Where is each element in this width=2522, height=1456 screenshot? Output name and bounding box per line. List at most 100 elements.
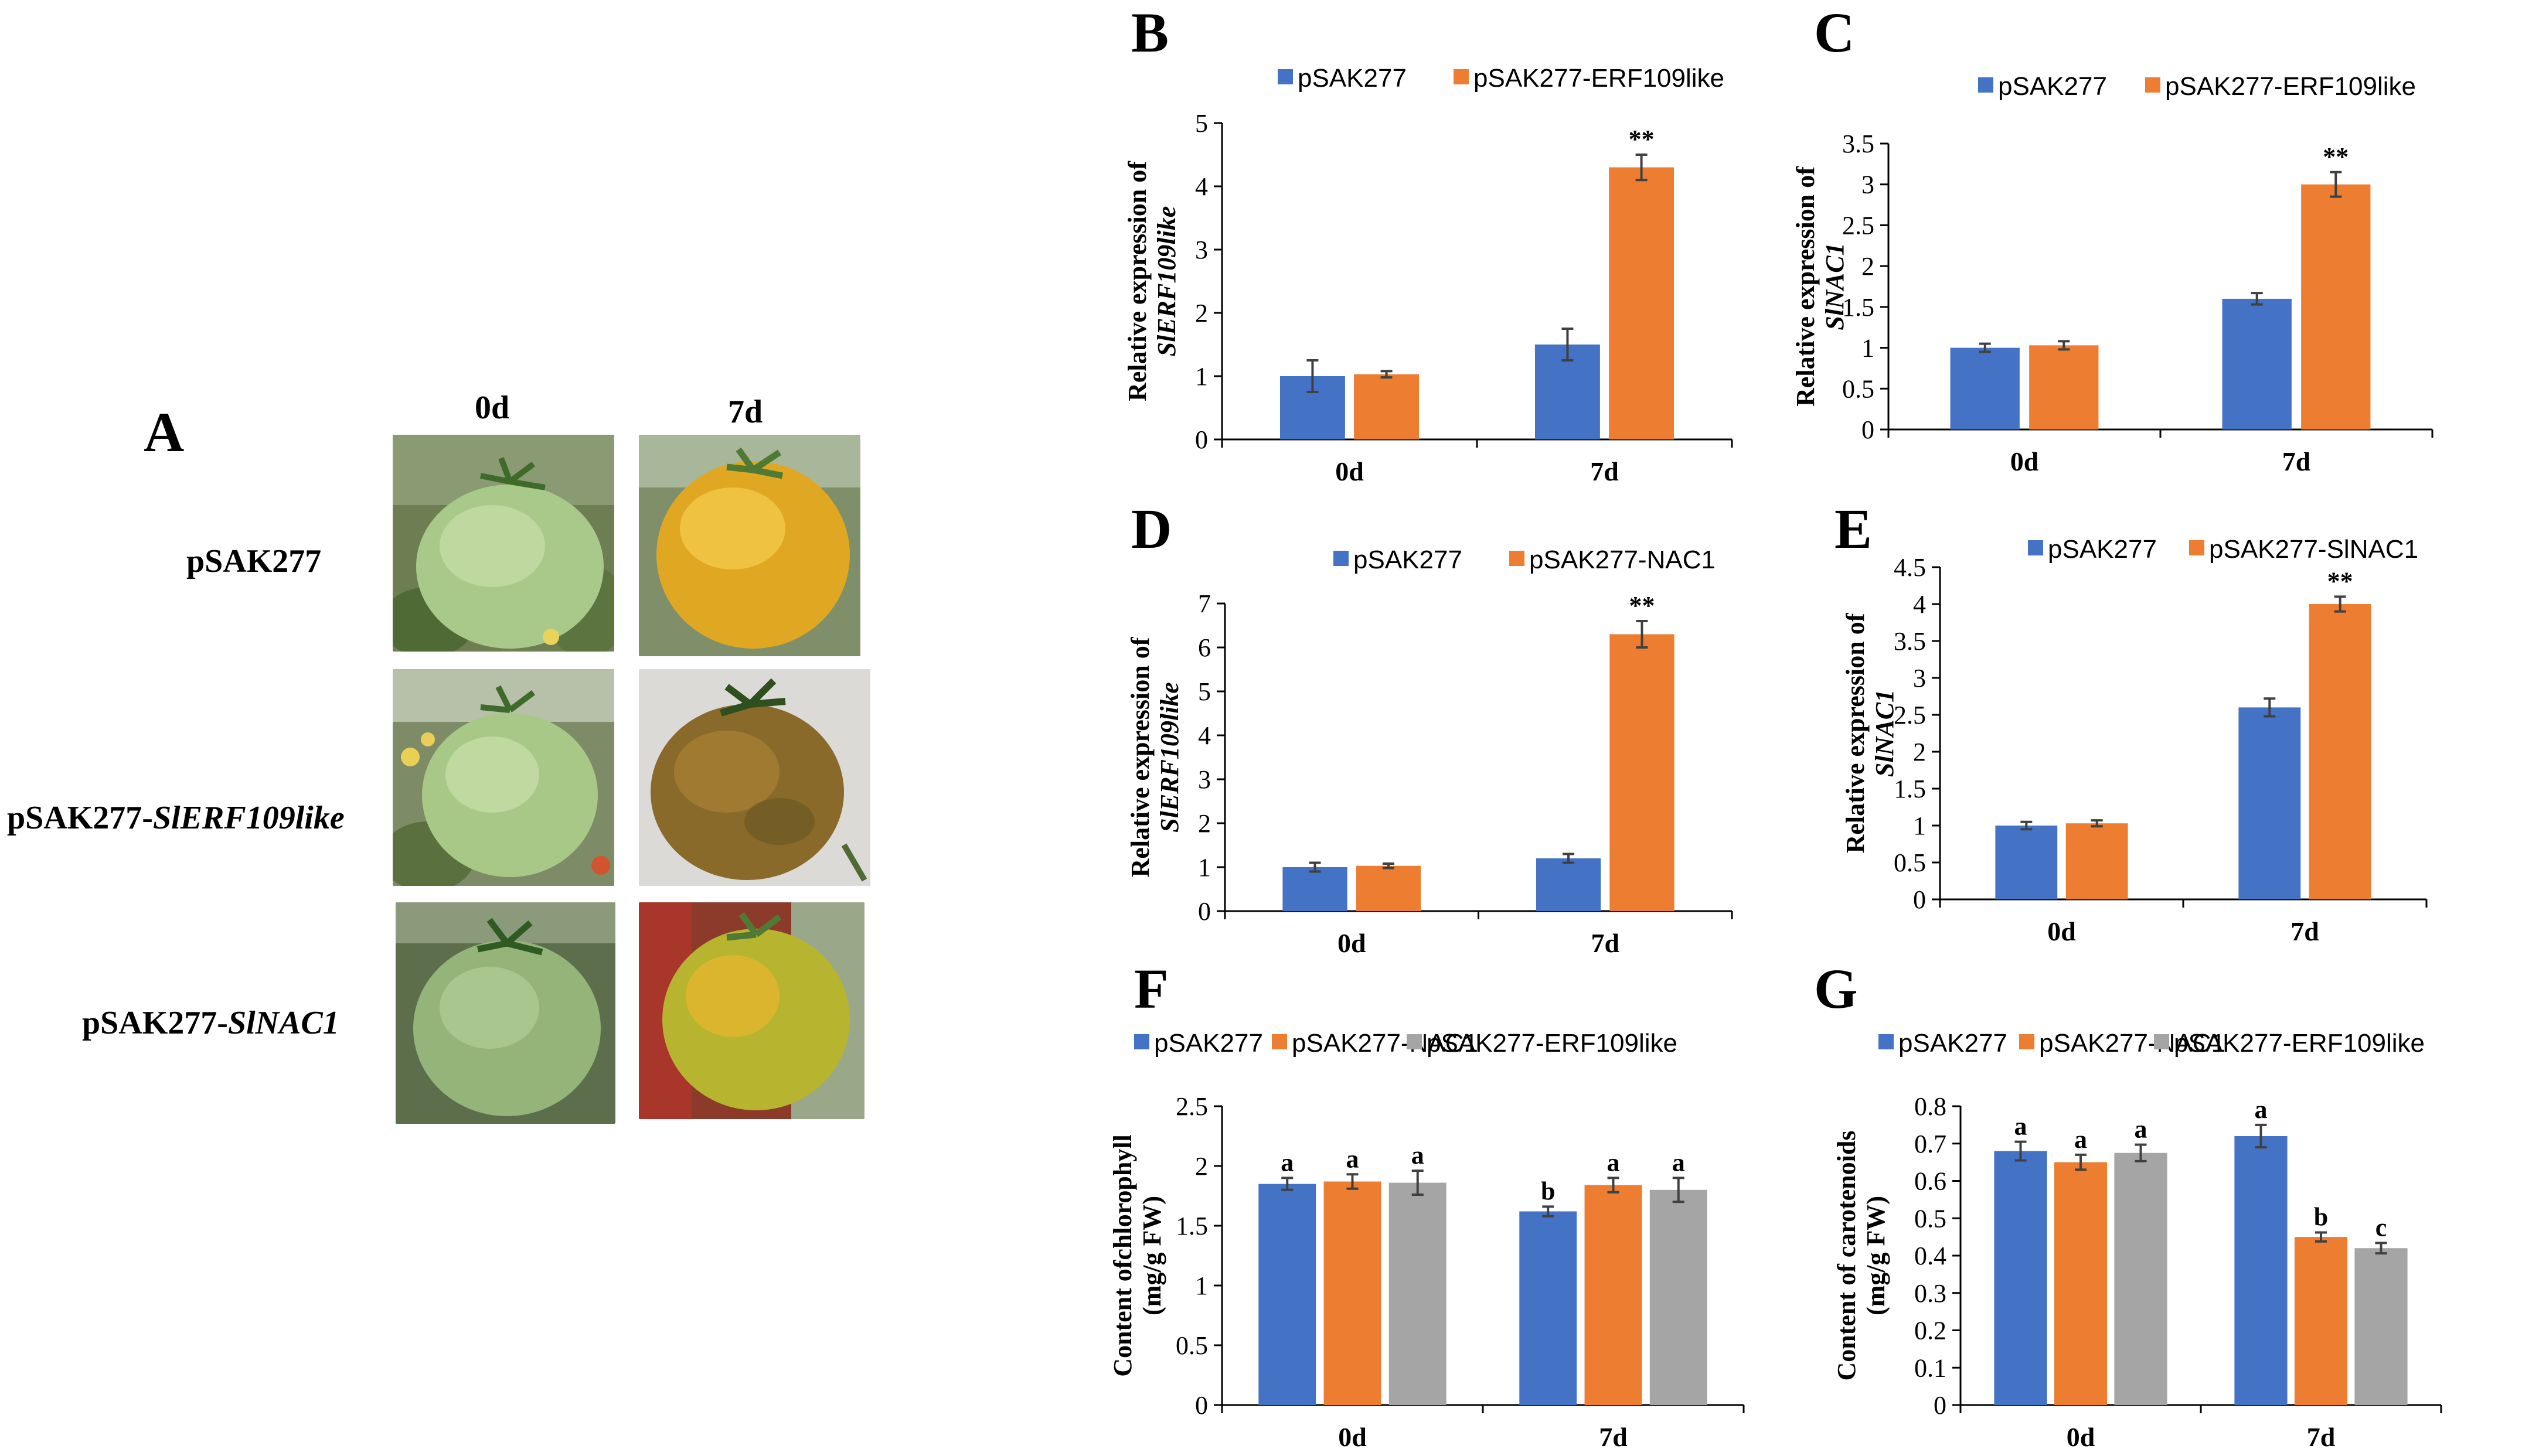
y-tick-label: 4 bbox=[1198, 721, 1211, 750]
y-tick-label: 3 bbox=[1861, 171, 1874, 199]
y-tick-label: 2.5 bbox=[1842, 211, 1874, 240]
legend-label: pSAK277-NAC1 bbox=[1529, 545, 1716, 574]
row-label-prefix: pSAK277- bbox=[7, 800, 153, 836]
legend-label: pSAK277 bbox=[1154, 1029, 1263, 1058]
significance-label: a bbox=[1281, 1148, 1294, 1177]
row-label-prefix: pSAK277 bbox=[186, 543, 322, 579]
x-tick-label: 7d bbox=[2290, 916, 2319, 946]
bar bbox=[2309, 604, 2371, 899]
y-tick-label: 0.2 bbox=[1914, 1317, 1946, 1345]
y-tick-label: 0.5 bbox=[1894, 848, 1926, 877]
significance-label: a bbox=[2255, 1095, 2268, 1124]
significance-label: ** bbox=[1629, 125, 1655, 154]
significance-label: ** bbox=[1629, 591, 1655, 620]
y-axis-label-line1: Relative expression of bbox=[1126, 636, 1155, 877]
bar bbox=[1950, 347, 2020, 429]
y-axis-label-line1: Content of carotenoids bbox=[1832, 1131, 1861, 1381]
legend-swatch bbox=[1134, 1034, 1149, 1049]
photo-erf109like-0d bbox=[393, 669, 614, 886]
photo-nac1-0d bbox=[396, 902, 615, 1124]
bar bbox=[2054, 1162, 2108, 1405]
y-tick-label: 0.5 bbox=[1842, 374, 1874, 403]
y-tick-label: 4.5 bbox=[1894, 553, 1926, 582]
y-tick-label: 0.8 bbox=[1914, 1092, 1946, 1121]
x-tick-label: 7d bbox=[1590, 456, 1619, 486]
x-tick-label: 7d bbox=[2282, 446, 2311, 476]
photo-erf109like-7d bbox=[639, 669, 870, 886]
bar bbox=[2354, 1248, 2408, 1405]
significance-label: a bbox=[1672, 1148, 1685, 1177]
y-tick-label: 0.4 bbox=[1914, 1242, 1946, 1270]
legend-swatch bbox=[1278, 69, 1293, 84]
y-tick-label: 2 bbox=[1861, 252, 1874, 281]
y-tick-label: 1 bbox=[1913, 811, 1926, 840]
panel-g-letter: G bbox=[1814, 957, 1858, 1020]
photo-control-7d bbox=[639, 435, 860, 656]
legend-label: pSAK277-ERF109like bbox=[2174, 1029, 2425, 1058]
y-tick-label: 2 bbox=[1195, 1152, 1208, 1181]
bar bbox=[1994, 1151, 2047, 1405]
legend-label: pSAK277 bbox=[2048, 535, 2157, 564]
y-tick-label: 1 bbox=[1195, 362, 1208, 391]
bar bbox=[2234, 1136, 2288, 1405]
photo-nac1-7d bbox=[639, 902, 865, 1119]
bar bbox=[1282, 867, 1347, 911]
panel-b-letter: B bbox=[1131, 1, 1169, 64]
y-tick-label: 0 bbox=[1861, 415, 1874, 444]
significance-label: ** bbox=[2323, 142, 2349, 171]
legend-label: pSAK277 bbox=[1998, 72, 2107, 101]
panel-e-letter: E bbox=[1835, 497, 1873, 560]
row-label-erf109like: pSAK277-SlERF109like bbox=[7, 802, 345, 834]
y-tick-label: 2.5 bbox=[1176, 1092, 1208, 1121]
row-label-nac1: pSAK277-SlNAC1 bbox=[82, 1007, 339, 1039]
bar bbox=[2114, 1152, 2167, 1405]
panel-a-letter: A bbox=[144, 401, 185, 463]
y-tick-label: 3.5 bbox=[1842, 129, 1874, 158]
y-tick-label: 0.6 bbox=[1914, 1167, 1946, 1196]
significance-label: c bbox=[2375, 1213, 2387, 1242]
x-tick-label: 0d bbox=[2010, 446, 2039, 476]
y-tick-label: 0.7 bbox=[1914, 1130, 1946, 1158]
y-axis-label-line2: SlERF109like bbox=[1152, 206, 1181, 357]
panel-f-letter: F bbox=[1134, 957, 1169, 1020]
bar bbox=[1354, 374, 1420, 439]
legend-label: pSAK277-ERF109like bbox=[1473, 64, 1724, 93]
bar bbox=[2294, 1237, 2348, 1405]
y-tick-label: 4 bbox=[1195, 172, 1208, 201]
y-axis-label-line1: Relative expression of bbox=[1123, 161, 1152, 401]
y-tick-label: 1.5 bbox=[1842, 293, 1874, 322]
y-axis-label-line2: SlNAC1 bbox=[1870, 690, 1899, 777]
y-tick-label: 0 bbox=[1195, 1391, 1208, 1420]
y-axis-label: Content ofchlorophyll (mg/g FW) bbox=[1108, 1134, 1166, 1377]
y-axis-label-line2: SlNAC1 bbox=[1820, 243, 1849, 330]
panel-c-letter: C bbox=[1814, 1, 1855, 64]
y-tick-label: 0.5 bbox=[1176, 1331, 1208, 1360]
y-tick-label: 2 bbox=[1195, 299, 1208, 328]
x-tick-label: 7d bbox=[1599, 1422, 1628, 1452]
legend-swatch bbox=[1454, 69, 1469, 84]
legend-swatch bbox=[2189, 540, 2204, 555]
legend-label: pSAK277-SlNAC1 bbox=[2209, 535, 2418, 564]
y-tick-label: 1 bbox=[1195, 1271, 1208, 1300]
significance-label: b bbox=[2314, 1202, 2328, 1231]
significance-label: ** bbox=[2327, 567, 2353, 595]
bar bbox=[1995, 826, 2058, 899]
legend-label: pSAK277-NAC1 bbox=[1292, 1029, 1478, 1058]
row-label-control: pSAK277 bbox=[186, 545, 321, 578]
significance-label: a bbox=[2074, 1125, 2087, 1154]
significance-label: a bbox=[1607, 1148, 1620, 1177]
y-tick-label: 1.5 bbox=[1176, 1212, 1208, 1240]
y-tick-label: 7 bbox=[1198, 589, 1211, 618]
column-header-7d: 7d bbox=[728, 394, 763, 430]
significance-label: a bbox=[2135, 1115, 2147, 1144]
bar bbox=[1609, 167, 1674, 439]
legend-swatch bbox=[1333, 551, 1349, 566]
y-tick-label: 1.5 bbox=[1894, 775, 1926, 803]
y-axis-label: Content of carotenoids (mg/g FW) bbox=[1832, 1131, 1890, 1381]
legend-label: pSAK277 bbox=[1898, 1029, 2007, 1058]
photo-control-0d bbox=[393, 435, 614, 652]
